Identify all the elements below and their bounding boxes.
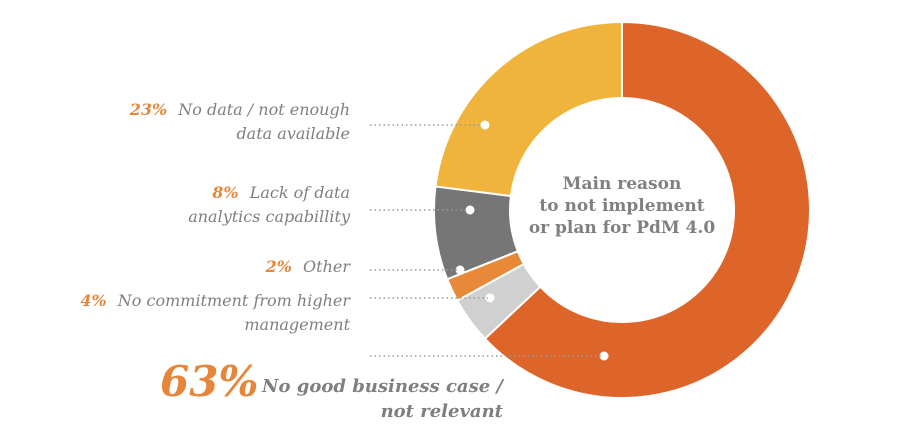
label-no-data-line2: data available [236,124,350,143]
svg-text:8% Lack of data: 8% Lack of data [211,183,350,202]
pct-no-business-case: 63% [160,357,258,406]
marker-dot-other [455,265,465,275]
label-other: 2% Other [265,257,352,276]
label-no-business-case: 63% No good business case / not relevant [160,357,505,422]
pct-lack-analytics: 8% [211,183,238,202]
label-lack-analytics: 8% Lack of data analytics capabillity [188,183,351,226]
label-no-data-line1: No data / not enough [177,100,350,119]
marker-dot-no-business-case [599,351,609,361]
label-lack-analytics-line2: analytics capabillity [188,207,351,226]
pct-other: 2% [265,257,292,276]
center-line-3: or plan for PdM 4.0 [529,218,716,238]
label-no-commitment: 4% No commitment from higher management [80,291,351,334]
label-no-business-case-line2: not relevant [381,401,504,422]
center-line-1: Main reason [563,174,682,194]
label-no-commitment-line2: management [244,315,350,334]
slice-no-business-case [483,20,811,399]
label-no-commitment-line1: No commitment from higher [117,291,352,310]
marker-dot-lack-analytics [465,205,475,215]
label-lack-analytics-line1: Lack of data [249,183,350,202]
slice-no-data [434,20,623,198]
svg-text:23% No data / not enough: 23% No data / not enough [129,100,350,119]
svg-text:2% Other: 2% Other [265,257,352,276]
donut-center-label: Main reason to not implement or plan for… [529,174,716,238]
center-line-2: to not implement [539,196,704,216]
svg-text:4% No commitment from hi: 4% No commitment from higher [80,291,351,310]
donut-slices [433,20,811,399]
marker-dot-no-commitment [485,293,495,303]
slice-dots [455,120,609,361]
label-no-business-case-line1: No good business case / [261,376,505,397]
label-other-line1: Other [303,257,351,276]
pct-no-data: 23% [129,100,167,119]
marker-dot-no-data [480,120,490,130]
pct-no-commitment: 4% [80,291,106,310]
label-no-data: 23% No data / not enough data available [129,100,350,143]
